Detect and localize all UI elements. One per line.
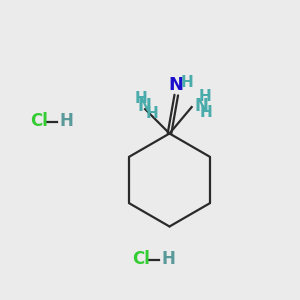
Text: H: H [200, 105, 212, 120]
Text: H: H [161, 250, 175, 268]
Text: H: H [146, 106, 159, 122]
Text: H: H [199, 89, 211, 104]
Text: H: H [180, 75, 193, 90]
Text: N: N [169, 76, 184, 94]
Text: H: H [135, 91, 148, 106]
Text: N: N [195, 97, 208, 115]
Text: Cl: Cl [30, 112, 48, 130]
Text: H: H [59, 112, 73, 130]
Text: Cl: Cl [132, 250, 150, 268]
Text: N: N [137, 97, 151, 115]
